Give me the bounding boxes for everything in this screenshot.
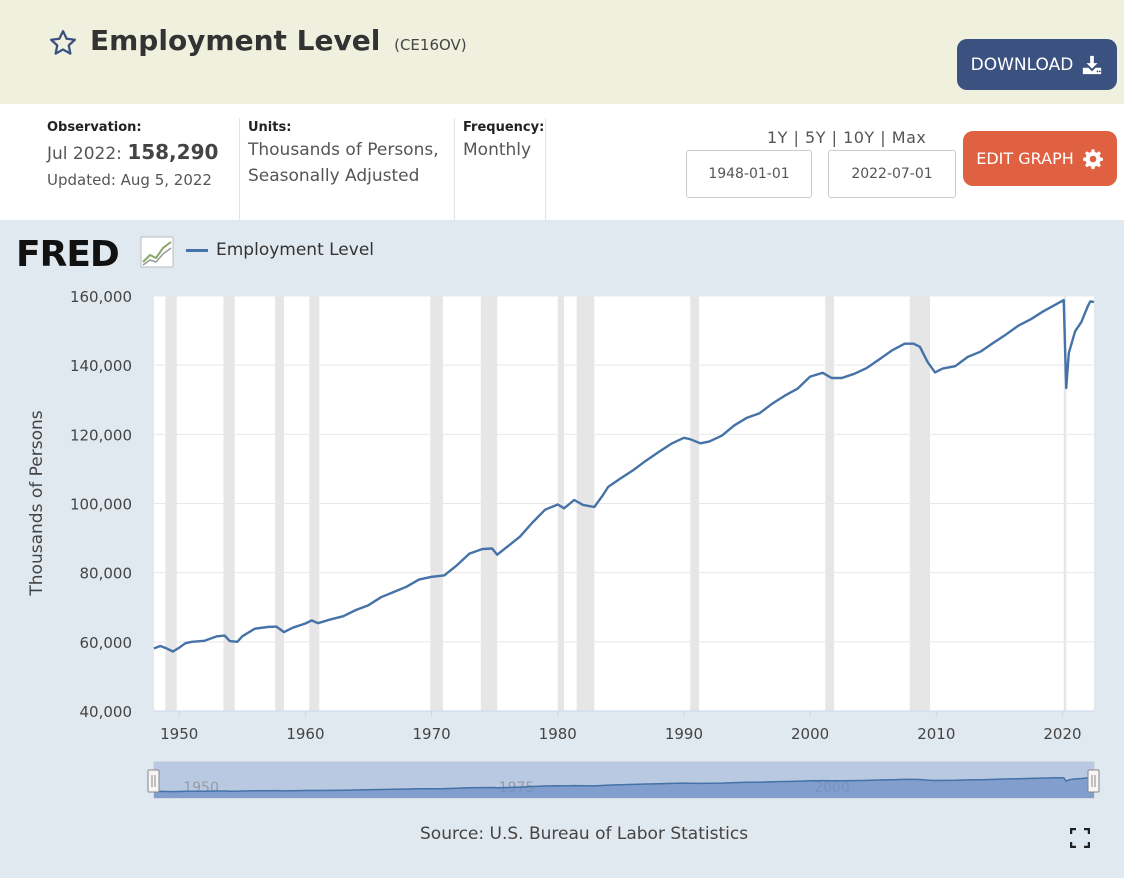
divider (454, 118, 455, 220)
y-tick-label: 40,000 (80, 703, 133, 721)
fullscreen-icon[interactable] (1070, 828, 1090, 848)
x-tick-label: 1970 (412, 725, 450, 743)
download-button[interactable]: DOWNLOAD (957, 39, 1117, 90)
x-tick-label: 2020 (1043, 725, 1081, 743)
download-label: DOWNLOAD (970, 54, 1074, 75)
navigator-handle-right[interactable] (1087, 769, 1100, 793)
chart-area: FRED Employment Level 40,000 60,000 80,000… (0, 220, 1124, 878)
y-tick-label: 100,000 (70, 496, 132, 514)
frequency-value: Monthly (463, 140, 532, 160)
fred-logo[interactable]: FRED (16, 234, 120, 275)
frequency-block: Frequency: Monthly (463, 120, 544, 163)
star-icon[interactable] (48, 28, 78, 58)
series-id: (CE16OV) (394, 36, 467, 54)
legend-label: Employment Level (216, 240, 375, 260)
line-chart: 40,000 60,000 80,000 100,000 120,000 140,000 1… (27, 288, 1100, 799)
units-line-1: Thousands of Persons, (248, 140, 439, 160)
series-line (153, 298, 1095, 653)
series-title: Employment Level (90, 24, 381, 57)
chart-logo-icon (140, 236, 174, 268)
y-tick-label: 160,000 (70, 288, 132, 306)
units-line-2: Seasonally Adjusted (248, 166, 420, 186)
source-note: Source: U.S. Bureau of Labor Statistics (420, 824, 749, 844)
divider (239, 118, 240, 220)
edit-graph-label: EDIT GRAPH (976, 149, 1074, 168)
gear-icon (1082, 148, 1103, 169)
x-tick-label: 2010 (917, 725, 955, 743)
divider (545, 118, 546, 220)
x-tick-label: 2000 (791, 725, 829, 743)
x-tick-label: 1990 (665, 725, 703, 743)
x-tick-label: 1980 (539, 725, 577, 743)
end-date-input[interactable] (828, 150, 956, 198)
updated-date: Updated: Aug 5, 2022 (47, 171, 212, 189)
header-bar: Employment Level (CE16OV) DOWNLOAD (0, 0, 1124, 105)
units-label: Units: (248, 120, 292, 135)
y-axis: 40,000 60,000 80,000 100,000 120,000 140,000 1… (70, 288, 132, 721)
navigator-line (153, 776, 1094, 793)
y-tick-label: 60,000 (80, 634, 133, 652)
x-axis: 1950 1960 1970 1980 1990 2000 2010 2020 (154, 710, 1094, 743)
observation-period: Jul 2022: (47, 144, 122, 164)
units-block: Units: Thousands of Persons, Seasonally … (248, 120, 439, 189)
series-info: Observation: Jul 2022: 158,290 Updated: … (0, 104, 1124, 220)
range-5y[interactable]: 5Y (805, 128, 826, 147)
x-tick-label: 1960 (286, 725, 324, 743)
observation-block: Observation: Jul 2022: 158,290 Updated: … (47, 120, 218, 189)
range-10y[interactable]: 10Y (843, 128, 875, 147)
observation-label: Observation: (47, 120, 142, 135)
y-axis-label: Thousands of Persons (27, 410, 47, 596)
navigator-area (154, 777, 1094, 798)
y-tick-label: 120,000 (70, 426, 132, 444)
range-selector: 1Y | 5Y | 10Y | Max (767, 128, 927, 147)
frequency-label: Frequency: (463, 120, 545, 135)
range-1y[interactable]: 1Y (767, 128, 788, 147)
y-tick-label: 80,000 (80, 565, 133, 583)
navigator-handle-left[interactable] (147, 769, 160, 793)
page-title: Employment Level (CE16OV) (90, 24, 467, 57)
observation-value: 158,290 (127, 140, 219, 164)
x-tick-label: 1950 (160, 725, 198, 743)
range-max[interactable]: Max (891, 128, 927, 147)
legend-swatch (186, 248, 208, 252)
chart-legend: Employment Level (186, 240, 374, 260)
start-date-input[interactable] (686, 150, 812, 198)
download-icon (1083, 55, 1102, 74)
y-tick-label: 140,000 (70, 357, 132, 375)
edit-graph-button[interactable]: EDIT GRAPH (963, 131, 1117, 186)
